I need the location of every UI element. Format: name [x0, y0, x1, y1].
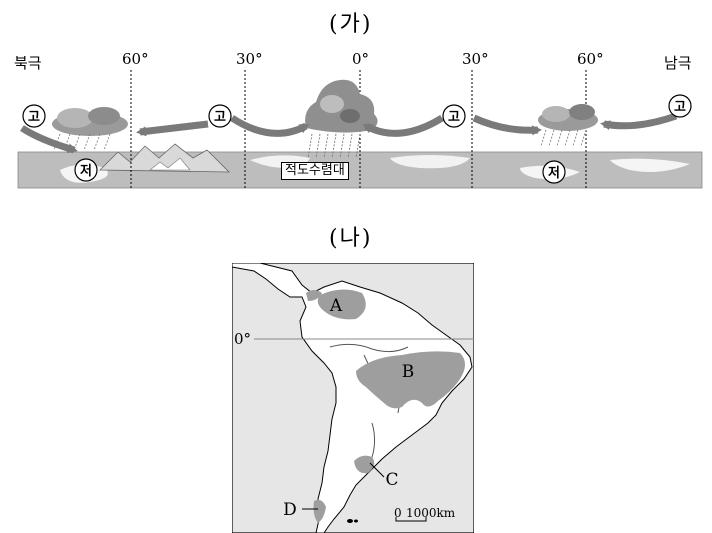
- mountains: [149, 157, 191, 171]
- lat-label-30n: 30°: [236, 50, 263, 68]
- arrow-westerly-south: [472, 114, 542, 136]
- low-pressure-text: 저: [80, 164, 92, 179]
- cloud-60s: [538, 104, 598, 147]
- high-pressure-text: 고: [28, 110, 40, 125]
- cloud-60n: [52, 107, 128, 151]
- island: [347, 519, 353, 523]
- region-a-small: [306, 290, 322, 301]
- lat-label-60n: 60°: [122, 50, 149, 68]
- south-america-map: 0° A B C D 0 1000km: [232, 263, 474, 533]
- low-pressure-marker: 저: [542, 160, 566, 184]
- region-label-b: B: [402, 362, 415, 382]
- cloud-equator: [305, 79, 378, 159]
- scale-zero-label: 0: [394, 506, 402, 520]
- land-patch: [610, 158, 690, 172]
- land-patch: [390, 155, 470, 169]
- high-pressure-marker: 고: [668, 94, 692, 118]
- circulation-diagram: 고 고 고 고 저 저: [17, 70, 703, 189]
- arrow-trade-south: [362, 115, 444, 137]
- lat-label-60s: 60°: [577, 50, 604, 68]
- region-d-area: [313, 499, 326, 523]
- region-c-area: [354, 455, 375, 474]
- lat-label-30s: 30°: [462, 50, 489, 68]
- leader-c: [369, 462, 385, 478]
- high-pressure-text: 고: [674, 100, 686, 115]
- panel-b-title: (나): [329, 226, 373, 251]
- high-pressure-marker: 고: [22, 104, 46, 128]
- arrow-trade-north: [230, 115, 310, 137]
- lat-label-equator: 0°: [352, 50, 370, 68]
- scale-value-label: 1000km: [406, 506, 456, 520]
- region-label-a: A: [329, 296, 343, 316]
- low-pressure-text: 저: [548, 166, 560, 181]
- arrow-westerly-north: [136, 120, 209, 137]
- arrow-polar-north: [20, 125, 78, 154]
- region-b-area: [356, 351, 465, 409]
- amazon-river: [329, 343, 409, 353]
- high-pressure-text: 고: [448, 110, 460, 125]
- panel-a-title: (가): [329, 12, 373, 37]
- high-pressure-marker: 고: [208, 104, 232, 128]
- low-pressure-marker: 저: [74, 158, 98, 182]
- north-pole-label: 북극: [14, 54, 42, 72]
- region-label-d: D: [283, 500, 297, 520]
- south-pole-label: 남극: [664, 54, 692, 72]
- region-a-area: [317, 289, 366, 320]
- mountains: [99, 143, 230, 173]
- itcz-label: 적도수렴대: [281, 162, 349, 180]
- high-pressure-marker: 고: [442, 104, 466, 128]
- island: [354, 519, 358, 523]
- continent: [232, 263, 473, 533]
- scale-bar: [395, 517, 427, 522]
- equator-label: 0°: [234, 330, 251, 348]
- high-pressure-text: 고: [214, 110, 226, 125]
- region-label-c: C: [385, 470, 398, 490]
- arrow-polar-south: [600, 112, 678, 131]
